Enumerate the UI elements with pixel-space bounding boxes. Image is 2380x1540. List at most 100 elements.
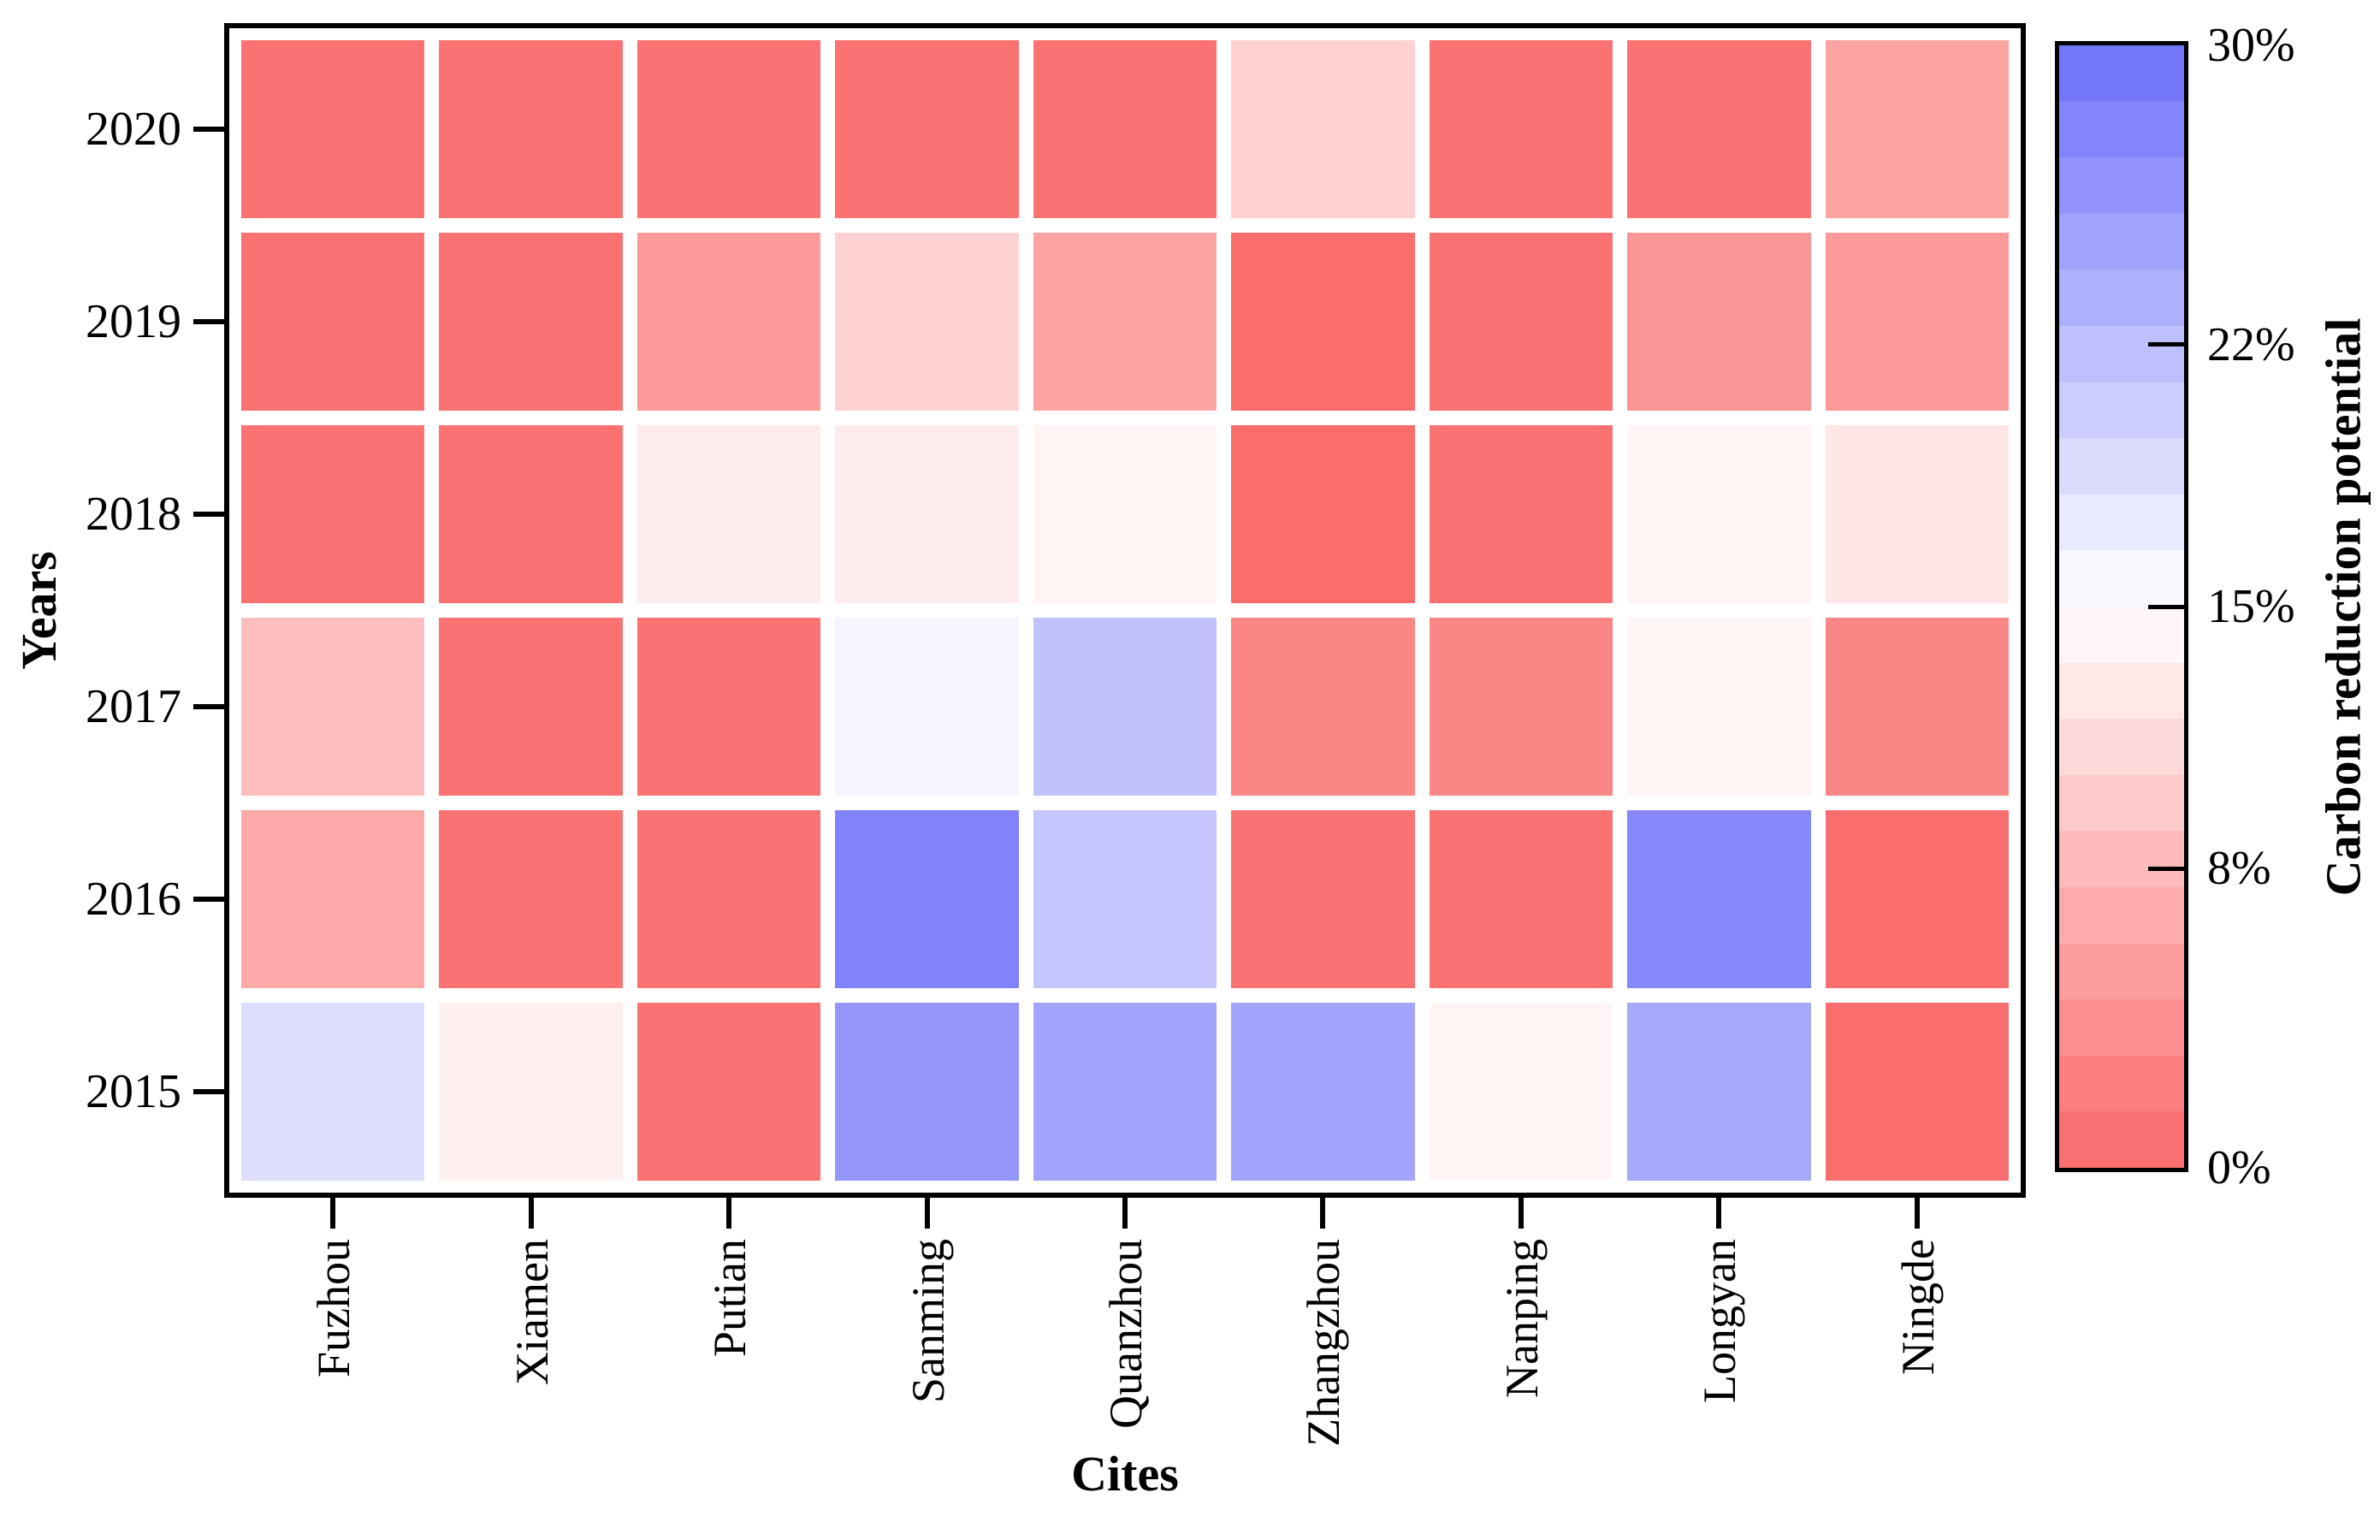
y-axis-tick [193, 897, 224, 902]
x-axis-tick [924, 1198, 930, 1229]
x-tick-label-sanming: Sanming [902, 1239, 954, 1404]
colorbar-segment [2059, 101, 2184, 158]
heatmap-cell-2016-longyan [1627, 810, 1811, 988]
colorbar-tick [2148, 342, 2184, 347]
colorbar-segment [2059, 382, 2184, 439]
colorbar-tick-label-22: 22% [2207, 317, 2295, 371]
heatmap-cell-2017-sanming [835, 618, 1019, 796]
heatmap-plot [224, 23, 2026, 1198]
heatmap-cell-2015-sanming [835, 1003, 1019, 1181]
colorbar-title-wrap: Carbon reduction potential [2306, 41, 2380, 1172]
x-tick-label-xiamen: Xiamen [506, 1239, 558, 1385]
x-axis-tick [528, 1198, 534, 1229]
colorbar-tick-label-8: 8% [2207, 842, 2271, 896]
x-axis-tick [1122, 1198, 1128, 1229]
heatmap-cell-2020-xiamen [439, 40, 623, 218]
colorbar-title: Carbon reduction potential [2315, 317, 2371, 896]
y-axis-tick [193, 127, 224, 132]
heatmap-cell-2018-fuzhou [241, 425, 425, 603]
heatmap-cell-2018-quanzhou [1033, 425, 1217, 603]
colorbar-segment [2059, 1111, 2184, 1168]
heatmap-cell-2015-nanping [1429, 1003, 1613, 1181]
heatmap-cell-2020-fuzhou [241, 40, 425, 218]
heatmap-cell-2018-sanming [835, 425, 1019, 603]
heatmap-cell-2015-xiamen [439, 1003, 623, 1181]
y-axis-title-wrap: Years [7, 23, 70, 1198]
y-axis-tick [193, 512, 224, 517]
colorbar-segment [2059, 438, 2184, 495]
colorbar-segment [2059, 494, 2184, 551]
y-tick-label-2018: 2018 [86, 488, 181, 541]
colorbar-segment [2059, 550, 2184, 607]
heatmap-cell-2019-zhangzhou [1231, 233, 1415, 411]
heatmap-cell-2016-sanming [835, 810, 1019, 988]
heatmap-cell-2017-zhangzhou [1231, 618, 1415, 796]
x-axis-tick [1716, 1198, 1722, 1229]
x-axis-tick [1914, 1198, 1920, 1229]
heatmap-cell-2017-longyan [1627, 618, 1811, 796]
colorbar-segment [2059, 662, 2184, 720]
colorbar-segment [2059, 999, 2184, 1056]
x-tick-label-quanzhou: Quanzhou [1100, 1239, 1152, 1429]
heatmap-cell-2019-sanming [835, 233, 1019, 411]
heatmap-cell-2018-xiamen [439, 425, 623, 603]
y-axis-tick [193, 319, 224, 324]
colorbar-segment [2059, 1055, 2184, 1112]
colorbar-segment [2059, 606, 2184, 663]
heatmap-cell-2017-ningde [1825, 618, 2009, 796]
y-tick-label-2019: 2019 [86, 295, 181, 348]
y-tick-label-2016: 2016 [86, 873, 181, 926]
heatmap-cell-2020-sanming [835, 40, 1019, 218]
x-tick-label-fuzhou: Fuzhou [308, 1239, 360, 1377]
colorbar-segment [2059, 157, 2184, 214]
heatmap-cell-2020-nanping [1429, 40, 1613, 218]
heatmap-cell-2016-putian [636, 810, 821, 988]
heatmap-cell-2019-putian [636, 233, 821, 411]
heatmap-cell-2016-fuzhou [241, 810, 425, 988]
x-tick-label-nanping: Nanping [1495, 1239, 1548, 1398]
colorbar-segment [2059, 831, 2184, 887]
colorbar-tick-label-30: 30% [2207, 19, 2295, 72]
x-tick-label-longyan: Longyan [1694, 1239, 1746, 1403]
y-axis-tick [193, 1089, 224, 1094]
heatmap-cell-2015-longyan [1627, 1003, 1811, 1181]
heatmap-cell-2018-nanping [1429, 425, 1613, 603]
colorbar-segment [2059, 943, 2184, 1000]
colorbar-tick [2148, 604, 2184, 609]
heatmap-cell-2017-putian [636, 618, 821, 796]
x-axis-tick [726, 1198, 732, 1229]
colorbar-tick [2148, 866, 2184, 871]
heatmap-cell-2019-xiamen [439, 233, 623, 411]
heatmap-cell-2018-zhangzhou [1231, 425, 1415, 603]
heatmap-cell-2019-nanping [1429, 233, 1613, 411]
heatmap-cell-2019-longyan [1627, 233, 1811, 411]
x-axis-tick [1320, 1198, 1326, 1229]
heatmap-cell-2020-zhangzhou [1231, 40, 1415, 218]
colorbar-segment [2059, 774, 2184, 832]
y-axis-title: Years [10, 551, 67, 670]
y-tick-label-2020: 2020 [86, 103, 181, 156]
x-axis-tick [330, 1198, 336, 1229]
x-tick-label-zhangzhou: Zhangzhou [1298, 1239, 1350, 1447]
heatmap-cell-2020-quanzhou [1033, 40, 1217, 218]
heatmap-cell-2019-quanzhou [1033, 233, 1217, 411]
heatmap-cell-2019-ningde [1825, 233, 2009, 411]
heatmap-cell-2020-ningde [1825, 40, 2009, 218]
colorbar-tick-label-0: 0% [2207, 1141, 2271, 1194]
colorbar-segment [2059, 270, 2184, 326]
y-tick-label-2017: 2017 [86, 680, 181, 733]
colorbar [2055, 41, 2188, 1172]
heatmap-cell-2015-zhangzhou [1231, 1003, 1415, 1181]
heatmap-cell-2015-quanzhou [1033, 1003, 1217, 1181]
heatmap-cell-2017-nanping [1429, 618, 1613, 796]
heatmap-cell-2016-quanzhou [1033, 810, 1217, 988]
colorbar-segment [2059, 325, 2184, 382]
colorbar-segment [2059, 719, 2184, 775]
heatmap-cell-2017-fuzhou [241, 618, 425, 796]
heatmap-cell-2015-ningde [1825, 1003, 2009, 1181]
heatmap-cell-2016-xiamen [439, 810, 623, 988]
x-axis-title: Cites [1071, 1446, 1179, 1502]
heatmap-cell-2018-longyan [1627, 425, 1811, 603]
colorbar-segment [2059, 886, 2184, 944]
